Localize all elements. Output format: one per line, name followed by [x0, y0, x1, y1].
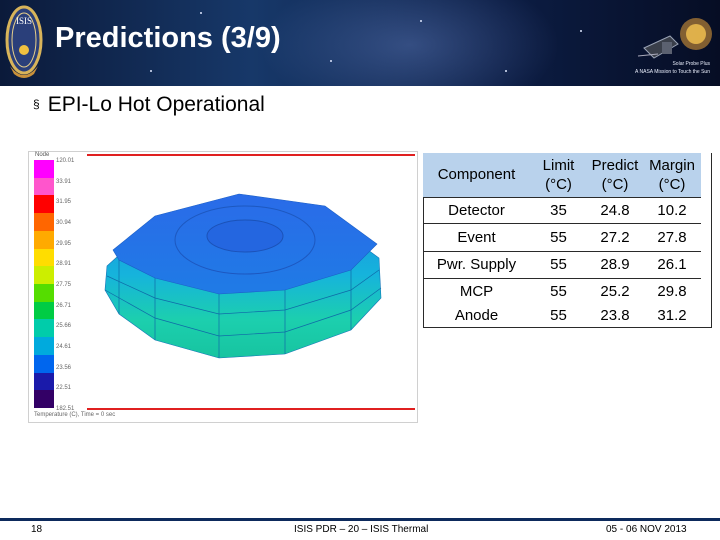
footer-title: ISIS PDR – 20 – ISIS Thermal — [294, 524, 429, 535]
table-row: Event 55 27.2 27.8 — [423, 222, 701, 251]
banner-star — [200, 12, 202, 14]
legend-color-swatch — [34, 195, 54, 214]
temperature-scale-labels: 120.01 33.91 31.95 30.94 29.95 28.91 27.75 26.7… — [56, 158, 86, 412]
header-banner: ISIS Predictions (3/9) Solar Probe Plus … — [0, 0, 720, 86]
cell-predict: 27.2 — [587, 222, 643, 251]
page-title: Predictions (3/9) — [55, 22, 281, 54]
legend-title: Node — [35, 152, 50, 158]
plot-footer: Temperature (C), Time = 0 sec — [34, 412, 116, 418]
plot-border-bottom — [87, 408, 415, 410]
legend-label: 27.75 — [56, 282, 72, 288]
model-top-ring — [174, 205, 316, 275]
cell-limit: 55 — [550, 306, 567, 324]
table-row: Pwr. Supply 55 28.9 26.1 — [423, 250, 701, 278]
cell-limit: 35 — [530, 196, 587, 223]
cell-margin: 31.2 — [657, 306, 687, 324]
cell-predict: 25.2 — [587, 277, 643, 304]
table-row: Detector 35 24.8 10.2 — [423, 196, 701, 223]
section-bullet: § EPI-Lo Hot Operational — [33, 93, 265, 117]
cell-margin: 29.8 — [643, 277, 701, 304]
legend-color-swatch — [34, 354, 54, 373]
solar-probe-icon — [637, 18, 712, 59]
solar-probe-logo: Solar Probe Plus A NASA Mission to Touch… — [618, 8, 716, 82]
banner-star — [330, 60, 332, 62]
thermal-plot: Node 120.01 33.91 31.95 30.94 29.95 28.91 27.7… — [28, 151, 418, 423]
legend-color-swatch — [34, 372, 54, 391]
banner-nebula — [260, 0, 560, 86]
cell-predict: 24.8 — [587, 196, 643, 223]
table-border-bottom — [423, 327, 712, 328]
header-predict: Predict (°C) — [591, 156, 639, 193]
legend-label: 25.66 — [56, 323, 72, 330]
cell-limit: 55 — [530, 277, 587, 304]
legend-label: 31.95 — [56, 199, 72, 206]
legend-color-swatch — [34, 390, 54, 409]
table-header-row: Component Limit (°C) Predict (°C) Margin (°… — [423, 153, 701, 197]
page-number: 18 — [31, 524, 43, 535]
cell-component: Event — [423, 222, 530, 251]
legend-color-swatch — [34, 266, 54, 285]
legend-color-swatch — [34, 284, 54, 302]
legend-label: 182.51 — [56, 406, 75, 412]
temperature-color-scale — [34, 160, 54, 409]
cell-margin: 26.1 — [643, 250, 701, 278]
header-margin: Margin (°C) — [649, 156, 695, 193]
isis-logo: ISIS — [5, 5, 43, 78]
banner-star — [505, 70, 507, 72]
cell-margin: 27.8 — [643, 222, 701, 251]
legend-color-swatch — [34, 160, 54, 178]
cell-limit: 55 — [530, 250, 587, 278]
cell-component: Pwr. Supply — [423, 250, 530, 278]
table-row: Anode 55 23.8 31.2 — [423, 304, 701, 326]
section-heading: EPI-Lo Hot Operational — [47, 93, 265, 116]
epi-lo-thermal-model — [104, 193, 382, 359]
legend-color-swatch — [34, 337, 54, 355]
model-facets — [104, 260, 382, 358]
legend-color-swatch — [34, 213, 54, 231]
legend-label: 28.91 — [56, 261, 72, 268]
cell-predict: 28.9 — [587, 250, 643, 278]
cell-margin: 10.2 — [643, 196, 701, 223]
header-component: Component — [437, 166, 516, 184]
table-row: MCP 55 25.2 29.8 — [423, 277, 701, 304]
cell-predict: 23.8 — [600, 306, 630, 324]
footer-date: 05 - 06 NOV 2013 — [606, 524, 687, 535]
legend-label: 33.91 — [56, 178, 72, 185]
legend-color-swatch — [34, 301, 54, 320]
table-border-right — [711, 153, 712, 327]
legend-color-swatch — [34, 177, 54, 196]
legend-color-swatch — [34, 248, 54, 267]
cell-component: Anode — [454, 306, 499, 324]
solar-probe-logo-line1: Solar Probe Plus — [672, 61, 710, 67]
legend-label: 24.61 — [56, 344, 72, 350]
footer-divider — [0, 518, 720, 521]
model-top-center — [206, 219, 284, 253]
legend-label: 29.95 — [56, 240, 72, 247]
solar-probe-logo-line2: A NASA Mission to Touch the Sun — [635, 69, 710, 75]
isis-logo-text: ISIS — [16, 16, 32, 26]
legend-color-swatch — [34, 230, 54, 249]
legend-label: 30.94 — [56, 220, 72, 226]
legend-color-swatch — [34, 319, 54, 338]
table-border-left — [423, 197, 424, 327]
cell-component: Detector — [423, 196, 530, 223]
banner-star — [420, 20, 422, 22]
legend-label: 22.51 — [56, 385, 72, 392]
cell-component: MCP — [423, 277, 530, 304]
cell-limit: 55 — [530, 222, 587, 251]
bullet-marker: § — [33, 97, 40, 111]
legend-label: 120.01 — [56, 158, 75, 164]
legend-label: 26.71 — [56, 302, 72, 309]
header-limit: Limit (°C) — [542, 156, 575, 193]
banner-star — [150, 70, 152, 72]
legend-label: 23.56 — [56, 364, 72, 371]
temperature-table: Component Limit (°C) Predict (°C) Margin (°… — [423, 153, 701, 326]
plot-border-top — [87, 154, 415, 156]
banner-star — [580, 30, 582, 32]
